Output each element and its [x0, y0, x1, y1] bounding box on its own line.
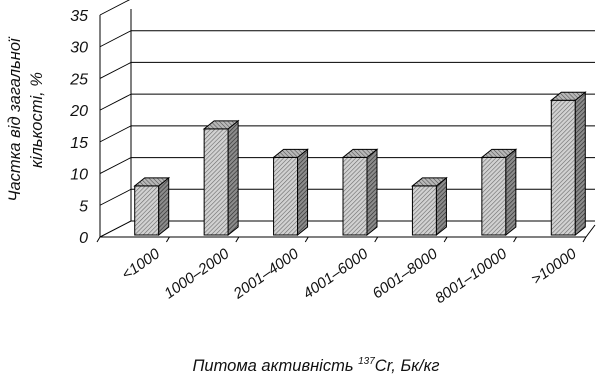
grid-depth-line	[99, 62, 132, 79]
bar-top	[341, 148, 379, 158]
bar	[341, 148, 379, 237]
bar-front	[273, 156, 299, 236]
bar-top	[480, 148, 518, 158]
y-axis-title-line2: кількості, %	[28, 72, 46, 168]
bar-front	[481, 156, 507, 236]
grid-depth-line	[99, 125, 132, 143]
x-tick-mark	[513, 236, 518, 243]
bar-front	[203, 128, 229, 236]
bar-side	[435, 176, 447, 237]
bar-side	[574, 91, 586, 237]
bar-side	[158, 176, 170, 237]
floor-right-edge	[585, 224, 596, 238]
x-tick-label: >10000	[528, 245, 580, 288]
bar-side	[505, 148, 517, 237]
floor-depth-line	[99, 220, 132, 238]
bar-side	[297, 148, 309, 237]
y-axis-title-line1: Частка від загальної	[6, 36, 24, 202]
grid-depth-line	[99, 157, 132, 174]
x-axis-title: Питома активність 137Cr, Бк/кг	[192, 356, 439, 375]
y-tick-label: 0	[79, 230, 88, 247]
bar-front	[134, 185, 160, 236]
x-tick-mark	[235, 236, 240, 243]
x-tick-mark	[443, 236, 448, 243]
y-tick-label: 15	[70, 135, 88, 152]
bar-top	[272, 148, 309, 158]
bar-top	[202, 120, 240, 130]
x-tick-mark	[374, 236, 379, 243]
bar-side	[366, 148, 378, 237]
bar	[549, 91, 587, 237]
x-tick-label: 6001–8000	[369, 245, 441, 302]
y-tick-labels: 0 5 10 15 20 25 30 35	[69, 8, 88, 247]
bar-front	[411, 185, 437, 236]
x-tick-label: 8001–10000	[432, 245, 511, 307]
bar	[202, 119, 240, 237]
x-tick-mark	[96, 236, 101, 243]
bar-front	[550, 99, 576, 236]
bar	[411, 176, 448, 237]
x-tick-mark	[582, 236, 587, 243]
bar-front	[342, 156, 368, 236]
x-category-labels: <10001000–20002001–40004001–60006001–800…	[119, 245, 580, 307]
x-tick-mark	[304, 236, 309, 243]
grid-depth-line	[99, 30, 132, 48]
bar-side	[227, 119, 239, 237]
x-axis-title-suffix: Cr, Бк/кг	[375, 357, 440, 375]
y-tick-label: 25	[69, 71, 88, 88]
x-tick-label: 2001–4000	[230, 245, 303, 303]
bar-top	[133, 177, 171, 187]
x-axis-title-prefix: Питома активність	[192, 357, 358, 375]
y-tick-label: 30	[70, 40, 88, 57]
y-tick-label: 35	[70, 8, 88, 25]
y-tick-label: 5	[79, 198, 88, 215]
y-tick-label: 20	[69, 103, 88, 120]
x-tick-label: <1000	[119, 245, 164, 283]
grid-depth-line	[99, 188, 132, 206]
x-tick-label: 4001–6000	[300, 245, 372, 302]
bar	[133, 176, 171, 237]
y-tick-label: 10	[70, 167, 88, 184]
bar	[480, 148, 518, 237]
x-tick-mark	[165, 236, 170, 243]
bar-top	[411, 177, 448, 187]
grid-depth-line	[99, 93, 132, 111]
bar	[272, 148, 309, 237]
bar-top	[549, 91, 587, 101]
bars	[133, 91, 587, 237]
x-axis-title-superscript: 137	[358, 356, 375, 367]
grid-depth-line	[99, 0, 131, 16]
x-tick-label: 1000–2000	[161, 245, 233, 302]
